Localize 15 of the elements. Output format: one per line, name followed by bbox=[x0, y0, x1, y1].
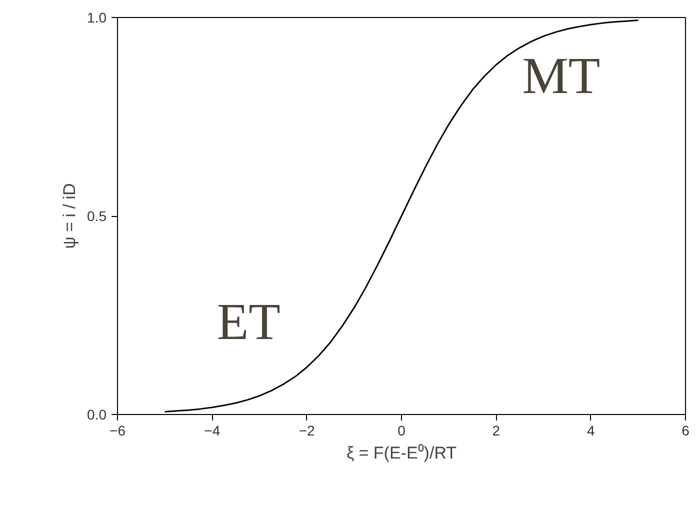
x-tick-label: 0 bbox=[398, 422, 406, 438]
line-series bbox=[164, 20, 639, 412]
x-tick-label: 2 bbox=[492, 422, 500, 438]
annotation: MT bbox=[522, 48, 600, 105]
annotation: ET bbox=[216, 294, 280, 351]
y-tick-label: 0.0 bbox=[87, 406, 107, 422]
x-axis-title: ξ = F(E-E⁰)/RT bbox=[346, 444, 457, 462]
x-tick-label: 6 bbox=[682, 422, 690, 438]
x-tick-label: −2 bbox=[298, 422, 316, 438]
x-tick-label: −6 bbox=[110, 422, 126, 438]
x-tick-label: 4 bbox=[586, 422, 595, 438]
y-tick-label: 0.5 bbox=[87, 208, 107, 224]
y-axis-title: ψ = i / iD bbox=[60, 183, 80, 249]
x-tick-label: −4 bbox=[204, 422, 220, 438]
y-tick-label: 1.0 bbox=[87, 10, 107, 26]
